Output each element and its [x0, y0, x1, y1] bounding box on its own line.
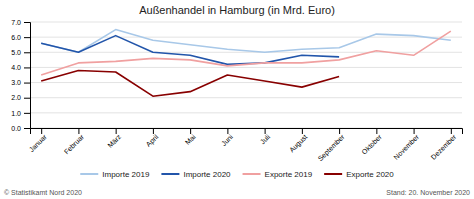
y-tick: 3.0 [11, 79, 30, 86]
y-tick-mark [24, 128, 30, 129]
y-tick: 5.0 [11, 49, 30, 56]
x-tick-label: September [317, 133, 347, 163]
legend-label: Exporte 2019 [265, 170, 313, 179]
y-tick-mark [24, 37, 30, 38]
legend-item: Importe 2020 [161, 170, 231, 179]
x-tick: April [145, 128, 161, 149]
x-tick: Februar [63, 128, 86, 155]
x-tick-label: November [392, 133, 420, 161]
x-tick-label: Juni [220, 133, 234, 147]
legend-swatch [324, 173, 342, 175]
y-tick-mark [24, 67, 30, 68]
annotation: Stand: 20. November 2020 [386, 189, 470, 196]
legend-label: Importe 2019 [102, 170, 150, 179]
y-tick-label: 0.0 [11, 125, 21, 132]
series-line [41, 31, 451, 75]
x-tick-label: Januar [28, 133, 49, 154]
x-tick: Oktober [360, 128, 383, 156]
y-tick-label: 4.0 [11, 64, 21, 71]
x-tick: September [317, 128, 347, 163]
x-tick: Dezember [430, 128, 458, 161]
annotation: © Statistikamt Nord 2020 [4, 189, 82, 196]
legend-item: Importe 2019 [80, 170, 150, 179]
x-tick-label: Oktober [360, 133, 383, 156]
y-tick-label: 3.0 [11, 79, 21, 86]
x-tick-label: August [288, 133, 309, 154]
y-tick: 7.0 [11, 19, 30, 26]
grid-line [30, 67, 462, 68]
legend-swatch [243, 173, 261, 175]
legend-item: Exporte 2020 [324, 170, 394, 179]
x-tick-label: Mai [184, 133, 197, 146]
x-tick-label: März [106, 133, 122, 149]
y-tick-label: 6.0 [11, 34, 21, 41]
title: Außenhandel in Hamburg (in Mrd. Euro) [139, 4, 335, 16]
y-tick: 4.0 [11, 64, 30, 71]
grid-line [30, 112, 462, 113]
x-tick: Januar [28, 128, 49, 153]
y-tick-label: 5.0 [11, 49, 21, 56]
x-axis: Januar Februar März April Mai Juni Juli August S… [28, 128, 463, 163]
legend-item: Exporte 2019 [243, 170, 313, 179]
chart: Außenhandel in Hamburg (in Mrd. Euro) 0.0… [0, 0, 474, 199]
legend-label: Exporte 2020 [346, 170, 394, 179]
x-tick-label: Dezember [430, 133, 458, 161]
y-tick-mark [24, 22, 30, 23]
y-axis: 0.0 1.0 2.0 3.0 4.0 5.0 6.0 7.0 [11, 19, 30, 132]
y-tick-label: 1.0 [11, 110, 21, 117]
x-tick: November [392, 128, 420, 161]
legend-label: Importe 2020 [183, 170, 231, 179]
x-tick: August [288, 128, 309, 154]
y-tick: 1.0 [11, 110, 30, 117]
series-group [41, 30, 451, 97]
y-tick: 0.0 [11, 125, 30, 132]
y-tick-label: 7.0 [11, 19, 21, 26]
grid-line [30, 97, 462, 98]
y-tick-mark [24, 52, 30, 53]
x-tick-label: Februar [63, 133, 86, 156]
grid-line [30, 37, 462, 38]
x-tick-label: Juli [259, 133, 272, 146]
y-tick-label: 2.0 [11, 94, 21, 101]
legend-swatch [161, 173, 179, 175]
y-tick-mark [24, 98, 30, 99]
grid [30, 22, 462, 128]
legend: Importe 2019 Importe 2020 Exporte 2019 Expo… [80, 170, 394, 179]
y-tick-mark [24, 83, 30, 84]
x-tick: Juli [259, 128, 272, 145]
x-tick: März [106, 128, 122, 149]
plot: 0.0 1.0 2.0 3.0 4.0 5.0 6.0 7.0 Januar Februar Mär… [11, 19, 462, 163]
y-tick-mark [24, 113, 30, 114]
x-tick: Juni [220, 128, 234, 147]
legend-swatch [80, 173, 98, 175]
grid-line [30, 22, 462, 23]
x-axis-line [31, 129, 463, 135]
x-tick-label: April [145, 133, 161, 149]
y-tick: 2.0 [11, 94, 30, 101]
grid-line [30, 82, 462, 83]
y-tick: 6.0 [11, 34, 30, 41]
y-axis-line [24, 23, 31, 129]
series-line [41, 70, 339, 96]
x-tick: Mai [184, 128, 197, 146]
